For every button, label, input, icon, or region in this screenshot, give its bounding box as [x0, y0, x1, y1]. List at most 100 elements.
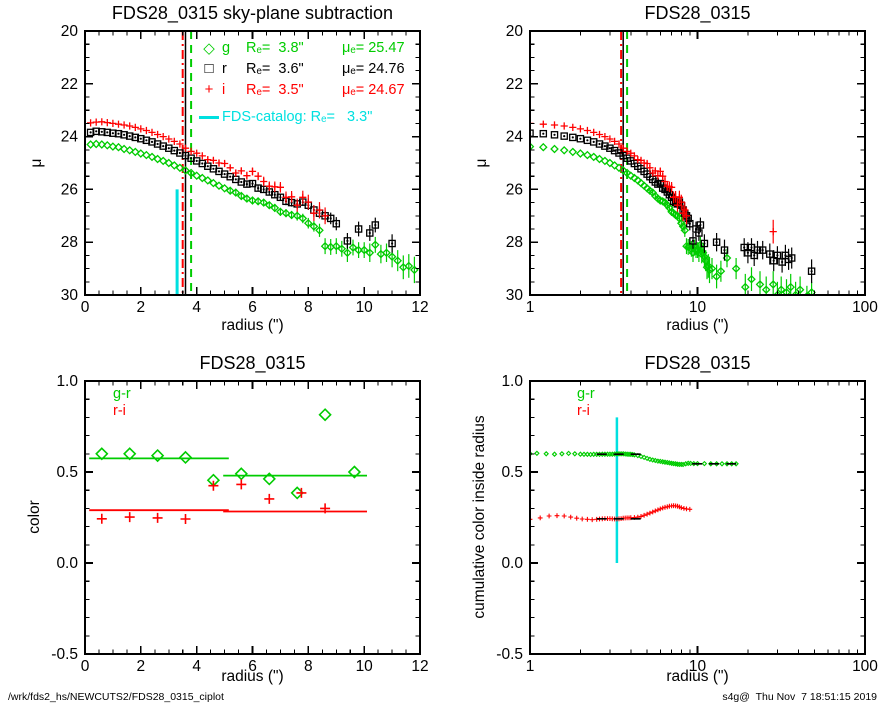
marker-plus: [643, 159, 651, 168]
marker-square: [131, 133, 140, 142]
axes-p4: 1 10 100 1.0 0.5 0.0 -0.5: [496, 373, 878, 675]
marker-diamond: [550, 144, 559, 154]
cyan-line-icon: [196, 108, 222, 125]
marker-square-dot: [688, 222, 691, 225]
marker-diamond: [559, 145, 569, 155]
marker-square-dot: [391, 242, 394, 245]
marker-plus: [677, 198, 685, 206]
marker-square-dot: [95, 130, 98, 133]
marker-plus: [615, 140, 623, 148]
marker-square-dot: [571, 136, 574, 139]
marker-diamond: [731, 264, 741, 273]
marker-diamond: [551, 451, 558, 457]
panel-p4: 1 10 100 1.0 0.5 0.0 -0.5: [496, 373, 878, 675]
marker-diamond: [175, 163, 185, 173]
y-tick-label: -0.5: [51, 646, 78, 663]
marker-square-dot: [257, 187, 260, 190]
series-g-r: [95, 408, 362, 500]
marker-diamond: [158, 156, 168, 166]
marker-plus: [109, 119, 117, 127]
marker-square: [753, 246, 762, 254]
marker-diamond: [337, 244, 347, 254]
marker-diamond: [773, 290, 782, 296]
marker-square-dot: [699, 223, 702, 227]
marker-diamond: [365, 248, 375, 258]
legend-gr-label: g-r: [113, 386, 131, 402]
legend-band-i: i: [222, 81, 226, 98]
marker-diamond: [225, 186, 235, 196]
marker-square-dot: [613, 149, 616, 152]
legend-mue-r: μₑ= 24.76: [342, 60, 405, 77]
legend-row-fds-catalog: FDS-catalog: Rₑ= 3.3": [196, 106, 405, 127]
marker-diamond: [644, 455, 650, 462]
marker-diamond: [776, 285, 786, 295]
panel1-xaxis-label: radius ("): [221, 317, 284, 334]
marker-diamond: [595, 154, 604, 164]
marker-square: [366, 229, 374, 237]
panel-p2: 1 10 100 20 22 24 26 28 30: [506, 23, 879, 316]
x-tick-label: 10: [356, 299, 374, 316]
marker-plus: [264, 493, 275, 504]
marker-plus: [103, 119, 111, 127]
marker-diamond: [768, 280, 778, 289]
marker-plus: [236, 479, 247, 490]
y-tick-label: 0.5: [501, 464, 523, 481]
marker-square: [388, 239, 396, 248]
marker-plus: [655, 507, 661, 513]
marker-diamond: [685, 241, 695, 251]
y-tick-label: 1.0: [56, 373, 78, 390]
marker-plus: [660, 505, 666, 511]
marker-square-dot: [761, 249, 764, 252]
marker-plus: [137, 125, 145, 133]
panel1-legend: ◇ g Rₑ= 3.8" μₑ= 25.47 □ r Rₑ= 3.6" μₑ= …: [196, 37, 405, 127]
marker-diamond: [97, 140, 107, 149]
marker-square-dot: [357, 227, 360, 231]
marker-diamond: [534, 450, 540, 457]
marker-plus: [226, 164, 234, 172]
marker-plus: [243, 172, 251, 180]
marker-plus: [606, 135, 614, 143]
marker-square-dot: [178, 151, 181, 155]
marker-diamond: [387, 252, 397, 262]
marker-square-dot: [279, 196, 282, 199]
marker-square: [539, 129, 548, 138]
x-tick-label: 10: [689, 299, 707, 316]
marker-diamond: [320, 241, 330, 251]
marker-square-dot: [245, 183, 248, 186]
marker-square-dot: [659, 182, 662, 185]
marker-square-dot: [184, 154, 187, 157]
marker-plus: [142, 126, 150, 135]
marker-diamond: [347, 465, 362, 479]
marker-plus: [114, 120, 123, 128]
x-tick-label: 2: [136, 658, 145, 675]
marker-square: [343, 237, 352, 245]
marker-diamond: [234, 467, 248, 481]
marker-plus: [668, 183, 676, 191]
marker-diamond: [264, 200, 274, 210]
series-r: [86, 127, 396, 253]
marker-square: [696, 221, 705, 229]
marker-plus: [304, 198, 312, 206]
y-tick-label: 28: [506, 234, 523, 251]
marker-plus: [623, 147, 631, 155]
marker-plus: [260, 177, 268, 186]
panel2-yaxis-label: μ: [473, 158, 490, 168]
marker-plus: [288, 193, 296, 201]
marker-square-dot: [746, 251, 750, 254]
marker-diamond: [153, 154, 162, 164]
marker-plus: [276, 183, 284, 191]
marker-square-dot: [781, 260, 784, 264]
panel3-title: FDS28_0315: [199, 353, 306, 373]
x-tick-label: 6: [248, 299, 257, 316]
series-r-i: [96, 479, 331, 524]
marker-square-dot: [195, 159, 198, 162]
marker-plus: [124, 512, 135, 523]
marker-diamond: [693, 245, 702, 255]
series-i: [87, 118, 329, 225]
marker-square-dot: [598, 142, 601, 146]
marker-diamond: [370, 240, 380, 250]
marker-diamond: [91, 139, 101, 149]
series-r-i: [529, 503, 693, 523]
y-tick-label: 22: [61, 76, 78, 93]
